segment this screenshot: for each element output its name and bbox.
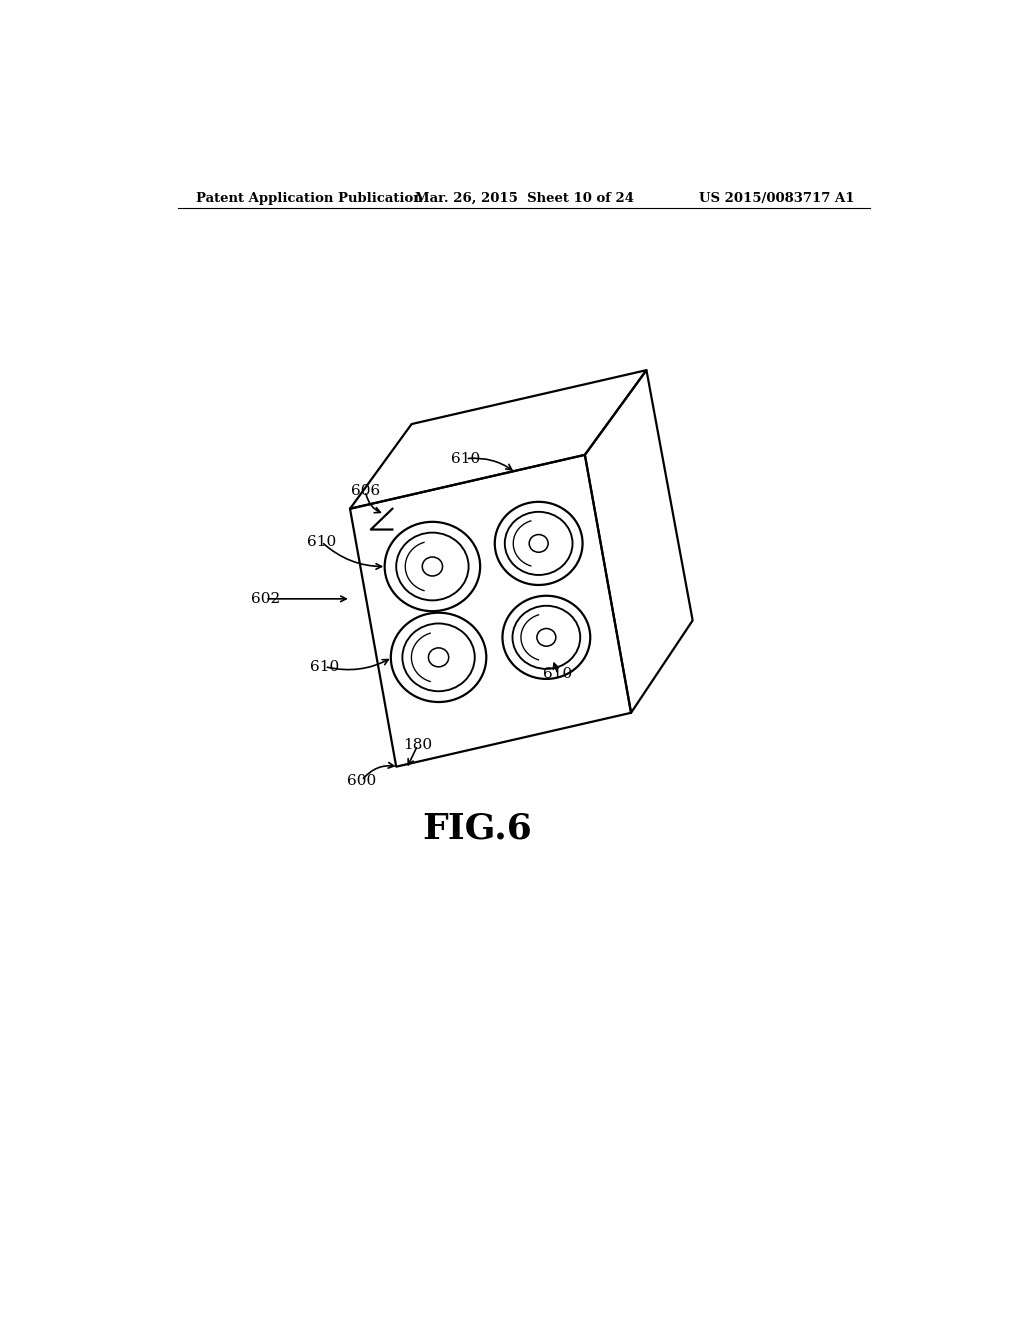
Text: 610: 610 xyxy=(544,668,572,681)
Text: 606: 606 xyxy=(351,484,380,498)
Text: Mar. 26, 2015  Sheet 10 of 24: Mar. 26, 2015 Sheet 10 of 24 xyxy=(416,191,634,205)
Text: 600: 600 xyxy=(347,774,376,788)
Text: 180: 180 xyxy=(403,738,432,752)
Text: 610: 610 xyxy=(310,660,339,673)
Text: FIG.6: FIG.6 xyxy=(422,812,532,845)
Text: 602: 602 xyxy=(251,591,280,606)
Text: 610: 610 xyxy=(307,535,336,549)
Text: 610: 610 xyxy=(451,451,480,466)
Text: US 2015/0083717 A1: US 2015/0083717 A1 xyxy=(698,191,854,205)
Text: Patent Application Publication: Patent Application Publication xyxy=(196,191,423,205)
